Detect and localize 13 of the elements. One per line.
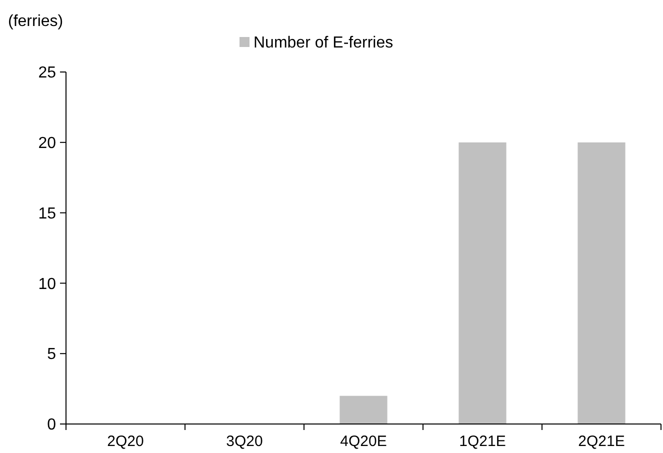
y-axis-title: (ferries): [8, 13, 64, 30]
x-tick-label: 4Q20E: [340, 433, 387, 450]
legend-label: Number of E-ferries: [254, 34, 394, 52]
y-tick-label: 20: [38, 135, 56, 152]
y-tick-label: 5: [47, 346, 56, 364]
y-tick-label: 10: [38, 276, 56, 293]
x-tick-label: 2Q20: [107, 433, 144, 450]
y-tick-label: 15: [38, 205, 56, 222]
x-tick-label: 2Q21E: [578, 433, 625, 450]
x-tick-label: 1Q21E: [459, 433, 506, 450]
y-tick-label: 25: [38, 64, 56, 82]
x-tick-label: 3Q20: [226, 433, 263, 450]
y-tick-label: 0: [47, 416, 56, 434]
